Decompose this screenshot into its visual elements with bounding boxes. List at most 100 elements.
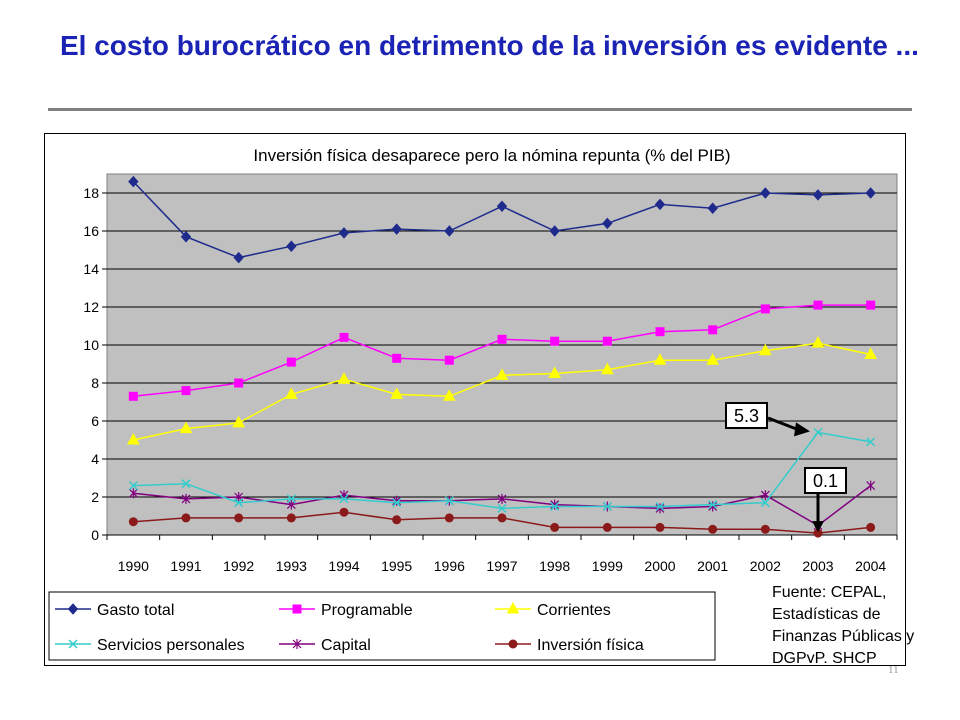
data-point-gasto-total (760, 187, 771, 199)
x-tick-label: 1992 (223, 558, 254, 574)
data-point-programable (286, 357, 296, 367)
data-point-corrientes (284, 387, 298, 399)
data-point-corrientes (600, 362, 614, 375)
legend-label-corrientes: Corrientes (537, 602, 611, 619)
legend-marker-capital (292, 639, 302, 649)
data-point-capital (497, 493, 507, 504)
data-point-servicios-personales (550, 501, 560, 512)
page-number: 11 (888, 664, 899, 676)
source-note-line: Estadísticas de (772, 606, 881, 623)
data-point-gasto-total (286, 240, 297, 252)
data-point-corrientes (495, 368, 509, 380)
y-tick-label: 4 (91, 451, 99, 467)
data-point-inversion-fisica (234, 513, 244, 523)
callout-servicios-2003: 5.3 (725, 402, 768, 429)
legend-marker-servicios-personales (68, 639, 78, 649)
callout-inversion-2003: 0.1 (804, 467, 847, 494)
data-point-servicios-personales (813, 427, 823, 437)
data-point-corrientes (390, 387, 404, 399)
x-tick-label: 1999 (592, 558, 623, 574)
y-tick-label: 12 (83, 299, 99, 315)
x-tick-label: 2001 (697, 558, 728, 574)
callout-arrow-servicios (767, 416, 801, 432)
data-point-gasto-total (654, 198, 666, 211)
data-point-corrientes (653, 353, 667, 365)
data-point-gasto-total (180, 230, 192, 243)
data-point-corrientes (864, 347, 878, 359)
data-point-programable (760, 304, 770, 314)
y-tick-label: 14 (83, 261, 99, 277)
callout-arrowhead-inversion (812, 521, 824, 533)
data-point-inversion-fisica (392, 515, 402, 525)
data-point-capital (760, 490, 770, 501)
y-tick-label: 0 (91, 527, 99, 543)
data-point-corrientes (179, 421, 193, 434)
data-point-capital (181, 493, 191, 504)
data-point-programable (655, 327, 665, 337)
data-point-programable (708, 325, 718, 335)
callout-arrowhead-servicios (794, 422, 810, 437)
legend-marker-inversion-fisica (508, 639, 518, 649)
legend-label-programable: Programable (321, 602, 413, 619)
legend-box (48, 591, 716, 661)
x-tick-label: 2000 (644, 558, 675, 574)
legend-marker-programable (292, 604, 302, 614)
data-point-programable (866, 300, 876, 310)
source-note-line: Finanzas Públicas y (772, 628, 915, 645)
data-point-servicios-personales (708, 500, 718, 510)
x-tick-label: 1996 (434, 558, 465, 574)
data-point-gasto-total (391, 223, 402, 235)
data-point-programable (339, 332, 349, 342)
data-point-inversion-fisica (128, 517, 138, 527)
x-tick-label: 1997 (486, 558, 517, 574)
x-tick-label: 1990 (118, 558, 149, 574)
data-point-programable (602, 336, 612, 346)
data-point-corrientes (758, 343, 772, 356)
data-point-inversion-fisica (181, 513, 191, 523)
data-point-capital (128, 488, 138, 499)
plot-area (106, 173, 898, 536)
x-tick-label: 1994 (328, 558, 359, 574)
legend-marker-corrientes (506, 601, 520, 614)
legend-label-capital: Capital (321, 637, 371, 654)
data-point-programable (234, 378, 244, 388)
data-point-gasto-total (496, 200, 508, 213)
data-point-servicios-personales (234, 498, 244, 508)
data-point-gasto-total (812, 189, 824, 201)
y-tick-label: 8 (91, 375, 99, 391)
data-point-programable (181, 386, 191, 396)
data-point-inversion-fisica (655, 522, 665, 532)
chart-title: Inversión física desaparece pero la nómi… (253, 146, 730, 165)
data-point-corrientes (442, 389, 456, 401)
data-point-gasto-total (602, 217, 613, 230)
data-point-corrientes (232, 415, 246, 428)
data-point-inversion-fisica (339, 507, 349, 517)
x-tick-label: 1991 (170, 558, 201, 574)
data-point-programable (128, 391, 138, 401)
data-point-capital (392, 495, 402, 506)
data-point-corrientes (811, 336, 825, 348)
data-point-inversion-fisica (497, 513, 507, 523)
legend-label-gasto-total: Gasto total (97, 602, 174, 619)
data-point-capital (866, 480, 876, 491)
y-tick-label: 2 (91, 489, 99, 505)
data-point-programable (392, 353, 402, 363)
x-tick-label: 1995 (381, 558, 412, 574)
data-point-servicios-personales (602, 501, 612, 512)
data-point-corrientes (706, 353, 720, 365)
data-point-gasto-total (865, 187, 876, 199)
data-point-gasto-total (338, 227, 350, 239)
data-point-programable (813, 300, 823, 310)
source-note-line: Fuente: CEPAL, (772, 584, 887, 601)
data-point-gasto-total (549, 225, 560, 237)
data-point-programable (497, 334, 507, 344)
data-point-servicios-personales (444, 496, 454, 506)
x-tick-label: 1993 (276, 558, 307, 574)
data-point-corrientes (126, 432, 140, 445)
data-point-gasto-total (233, 251, 244, 264)
x-tick-label: 2003 (802, 558, 833, 574)
data-point-servicios-personales (655, 501, 665, 512)
data-point-servicios-personales (286, 494, 296, 504)
data-point-servicios-personales (497, 503, 507, 513)
data-point-inversion-fisica (602, 522, 612, 532)
